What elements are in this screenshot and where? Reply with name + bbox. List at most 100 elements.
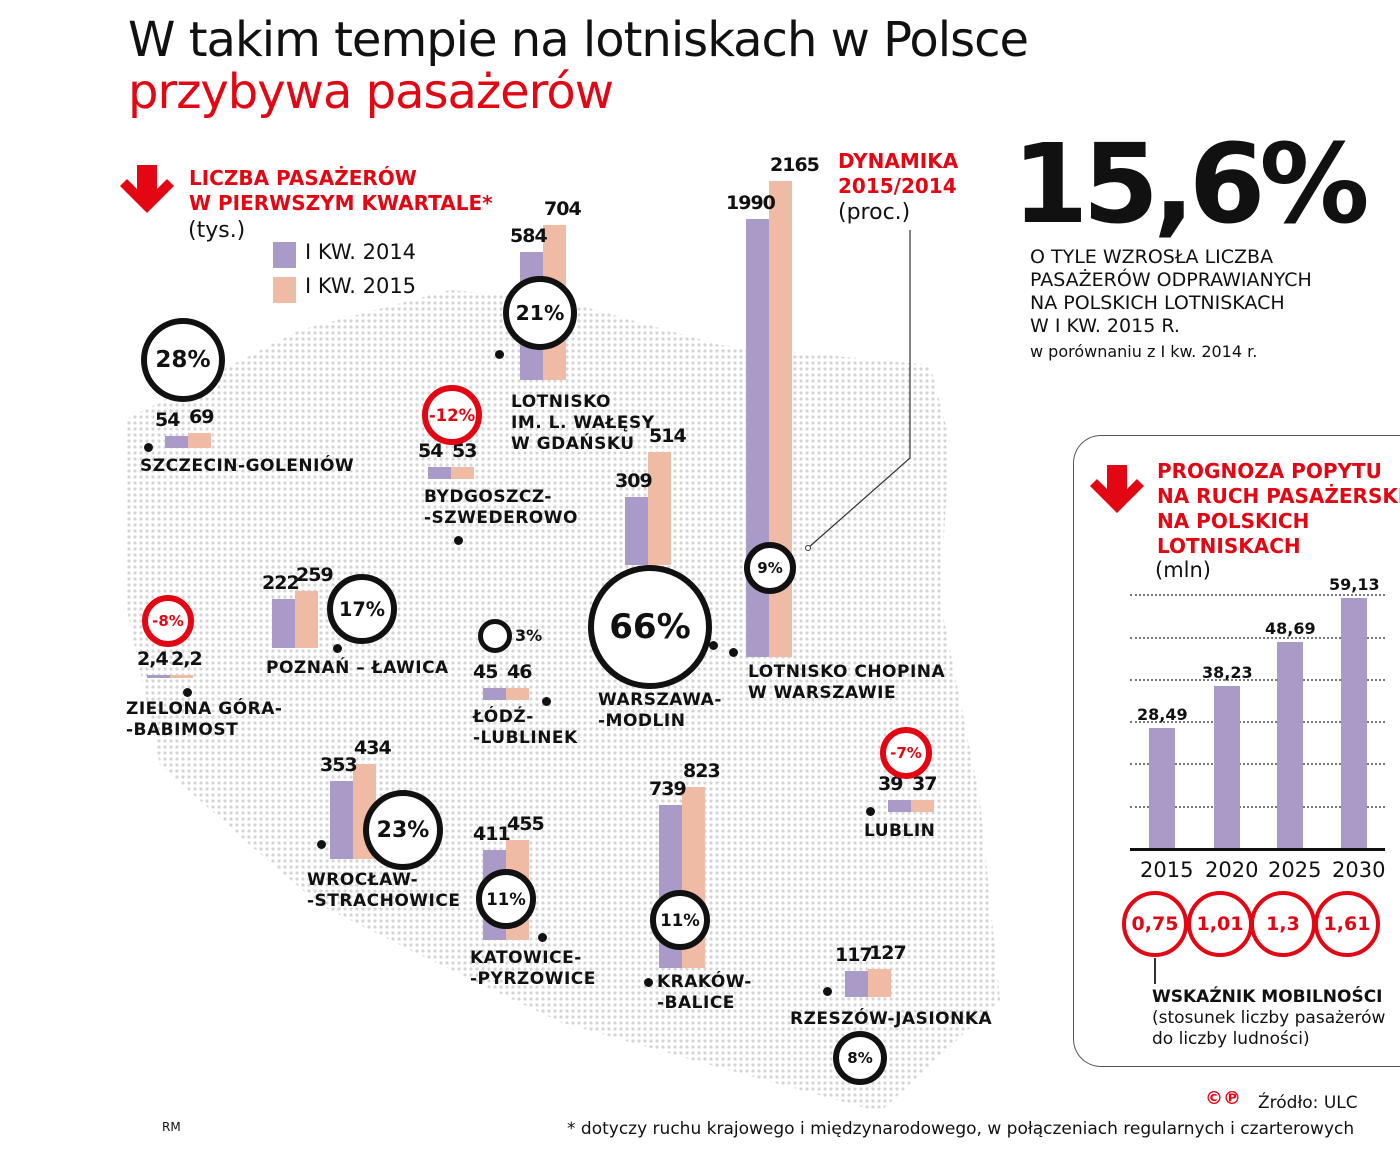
airport-location-dot — [866, 807, 875, 816]
airport-name-line: LOTNISKO CHOPINA — [748, 662, 946, 682]
dynamics-circle: 66% — [588, 565, 712, 689]
subtitle: przybywa pasażerów — [128, 64, 614, 120]
forecast-bar — [1214, 686, 1240, 848]
bar-2014 — [845, 971, 868, 997]
legend-swatch-2014 — [273, 242, 296, 268]
airport-name: WROCŁAW- -STRACHOWICE — [307, 870, 460, 912]
value-label-2014: 739 — [649, 778, 687, 801]
airport-name-line: W WARSZAWIE — [748, 683, 897, 703]
bar-2015 — [911, 800, 934, 812]
mobility-note: WSKAŹNIK MOBILNOŚCI (stosunek liczby pasa… — [1152, 987, 1386, 1049]
airport-name: LUBLIN — [864, 821, 935, 842]
x-tick-label: 2015 — [1140, 858, 1194, 882]
dynamics-circle: -7% — [880, 727, 932, 779]
bar-2014 — [330, 781, 353, 859]
airport-name-line: -MODLIN — [598, 711, 686, 731]
forecast-value-label: 28,49 — [1137, 704, 1188, 724]
value-label-2014: 584 — [510, 224, 548, 247]
forecast-heading: PROGNOZA POPYTU NA RUCH PASAŻERSKI NA POLS… — [1157, 459, 1400, 558]
value-label-2015: 259 — [296, 564, 334, 587]
airport-location-dot — [333, 644, 342, 653]
legend-swatch-2015 — [273, 277, 296, 303]
bar-2015 — [648, 451, 671, 565]
gridline — [1130, 805, 1385, 808]
value-label-2014: 2,4 — [137, 648, 169, 670]
airport-name-line: -SZWEDEROWO — [424, 508, 578, 528]
forecast-value-label: 48,69 — [1265, 619, 1316, 639]
bar-2014 — [147, 675, 170, 678]
value-label-2014: 54 — [418, 440, 443, 462]
value-label-2015: 455 — [507, 812, 545, 835]
value-label-2015: 2,2 — [171, 648, 203, 670]
airport-name: POZNAŃ – ŁAWICA — [266, 658, 449, 679]
forecast-bar — [1277, 642, 1303, 848]
bar-2015 — [769, 180, 792, 657]
value-label-2014: 45 — [473, 661, 498, 683]
airport-name: ŁÓDŹ- -LUBLINEK — [473, 707, 578, 749]
x-tick-label: 2025 — [1268, 858, 1322, 882]
bar-2015 — [506, 688, 529, 700]
airport-name-line: -BABIMOST — [126, 720, 239, 740]
gridline — [1130, 678, 1385, 681]
bar-2014 — [272, 599, 295, 648]
gridline — [1130, 763, 1385, 766]
dynamics-circle: 23% — [363, 790, 443, 870]
value-label-2015: 514 — [649, 424, 687, 447]
bar-2014 — [483, 688, 506, 700]
airport-name-line: IM. L. WAŁĘSY — [511, 413, 655, 433]
dynamics-circle — [478, 619, 512, 653]
legend-label-2015: I KW. 2015 — [305, 274, 417, 298]
arrow-down-icon — [120, 165, 174, 213]
gridline — [1130, 594, 1385, 597]
airport-name-line: -LUBLINEK — [473, 728, 578, 748]
airport-location-dot — [317, 840, 326, 849]
forecast-unit: (mln) — [1155, 558, 1211, 582]
value-label-2015: 127 — [869, 942, 907, 965]
value-label-2015: 37 — [912, 773, 937, 795]
forecast-value-label: 38,23 — [1202, 663, 1253, 683]
mobility-circle: 1,61 — [1314, 891, 1380, 957]
airport-name: KATOWICE- -PYRZOWICE — [470, 948, 596, 990]
dynamics-circle: 17% — [327, 574, 397, 644]
x-tick-label: 2020 — [1205, 858, 1259, 882]
airport-name-line: -BALICE — [657, 993, 735, 1013]
bar-2014 — [625, 497, 648, 565]
airport-name-line: -PYRZOWICE — [470, 969, 596, 989]
mobility-circle: 0,75 — [1122, 891, 1188, 957]
bar-2014 — [165, 436, 188, 448]
headline-text: O TYLE WZROSŁA LICZBA PASAŻERÓW ODPRAWIAN… — [1030, 246, 1312, 361]
dynamics-unit: (proc.) — [838, 200, 911, 225]
dynamics-circle: 11% — [476, 869, 536, 929]
dynamics-circle: -12% — [422, 385, 482, 445]
airport-name-line: ŁÓDŹ- — [473, 707, 534, 727]
dynamics-circle: 8% — [833, 1031, 887, 1085]
forecast-value-label: 59,13 — [1329, 575, 1380, 594]
airport-name: LOTNISKO CHOPINA W WARSZAWIE — [748, 662, 945, 704]
headline-value: 15,6% — [1012, 120, 1370, 248]
value-label-2015: 53 — [452, 440, 477, 462]
airport-name-line: WROCŁAW- — [307, 870, 419, 890]
forecast-panel — [1073, 435, 1400, 1067]
x-axis — [1130, 848, 1385, 851]
dynamics-label: 3% — [515, 626, 543, 645]
airport-name-line: LUBLIN — [864, 821, 936, 841]
value-label-2014: 411 — [473, 822, 511, 845]
airport-name-line: RZESZÓW-JASIONKA — [790, 1009, 993, 1029]
airport-location-dot — [538, 933, 547, 942]
bar-2015 — [295, 591, 318, 648]
forecast-bar — [1149, 727, 1175, 848]
airport-location-dot — [495, 350, 504, 359]
airport-name-line: LOTNISKO — [511, 392, 611, 412]
value-label-2014: 54 — [155, 409, 180, 431]
value-label-2014: 353 — [320, 754, 358, 777]
airport-name-line: KATOWICE- — [470, 948, 582, 968]
airport-location-dot — [542, 697, 551, 706]
airport-name-line: POZNAŃ – ŁAWICA — [266, 658, 449, 678]
airport-location-dot — [183, 688, 192, 697]
airport-name-line: SZCZECIN-GOLENIÓW — [140, 456, 355, 476]
mobility-circle: 1,3 — [1250, 891, 1316, 957]
airport-location-dot — [144, 443, 153, 452]
footnote: * dotyczy ruchu krajowego i międzynarodo… — [567, 1119, 1355, 1139]
airport-name: ZIELONA GÓRA- -BABIMOST — [126, 699, 282, 741]
